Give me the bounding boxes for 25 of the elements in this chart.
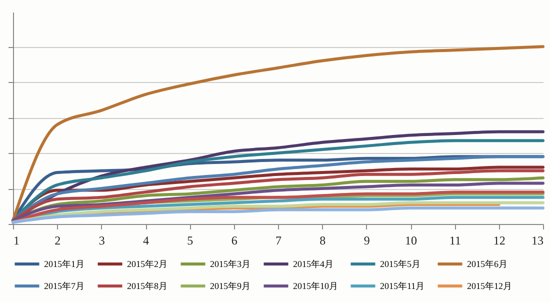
legend-label: 2015年7月 xyxy=(44,281,84,291)
x-tick-label: 7 xyxy=(276,234,282,248)
x-tick-label: 5 xyxy=(187,234,194,248)
x-tick-label: 11 xyxy=(449,234,461,248)
x-tick-label: 2 xyxy=(54,234,61,248)
legend-label: 2015年10月 xyxy=(293,281,338,291)
x-tick-label: 3 xyxy=(98,234,105,248)
x-tick-label: 8 xyxy=(320,234,326,248)
x-tick-label: 6 xyxy=(231,234,238,248)
x-tick-label: 10 xyxy=(405,234,417,248)
legend-label: 2015年1月 xyxy=(44,259,84,269)
legend-label: 2015年11月 xyxy=(380,281,425,291)
legend-label: 2015年4月 xyxy=(293,259,334,269)
legend-label: 2015年3月 xyxy=(210,259,250,269)
legend-label: 2015年6月 xyxy=(467,259,508,269)
legend-label: 2015年9月 xyxy=(210,281,250,291)
x-tick-label: 12 xyxy=(493,234,506,248)
x-tick-label: 13 xyxy=(532,234,544,248)
x-tick-label: 1 xyxy=(14,234,20,248)
x-tick-label: 9 xyxy=(364,234,370,248)
legend-label: 2015年2月 xyxy=(127,259,168,269)
legend-label: 2015年5月 xyxy=(380,259,420,269)
legend-label: 2015年12月 xyxy=(467,281,512,291)
legend-label: 2015年8月 xyxy=(127,281,168,291)
x-tick-label: 4 xyxy=(143,234,149,248)
